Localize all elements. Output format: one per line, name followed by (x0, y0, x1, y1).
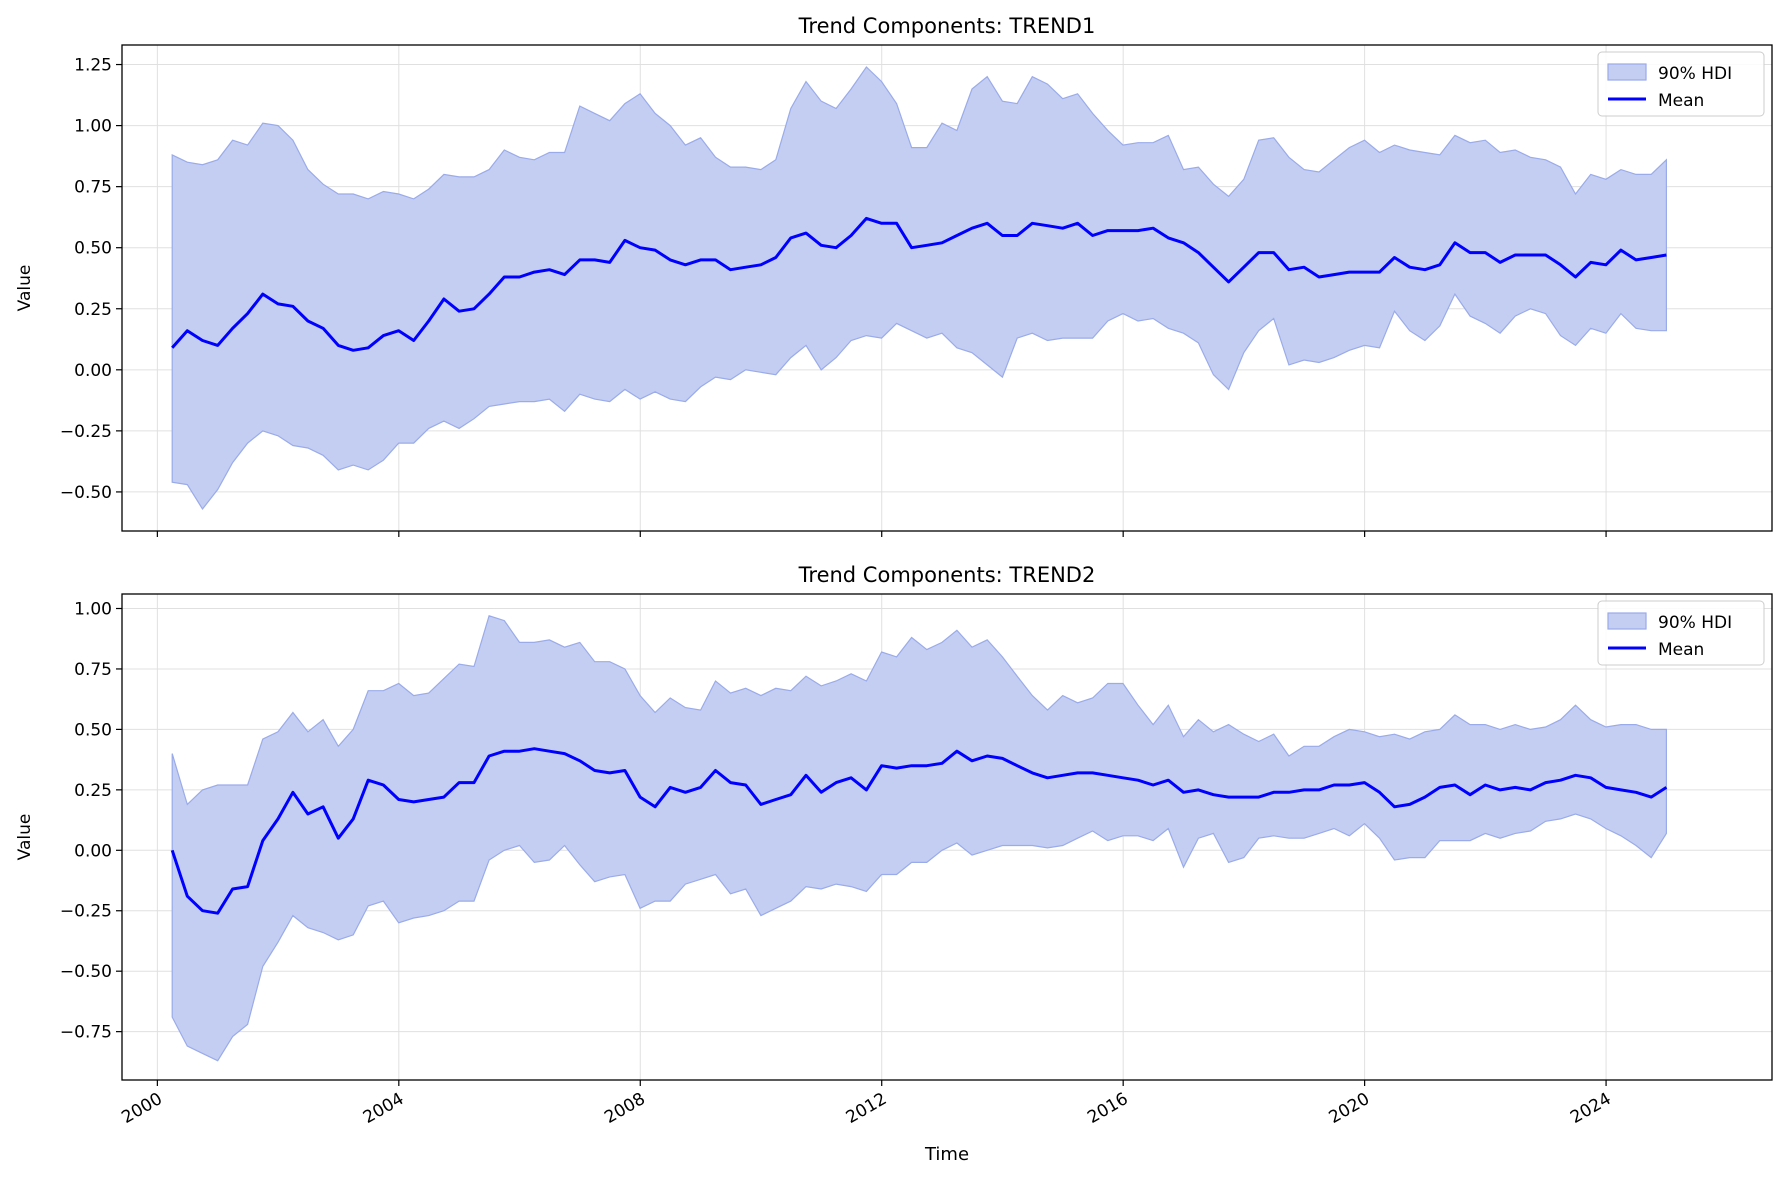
y-tick-label: 0.75 (74, 660, 112, 680)
legend-label-mean: Mean (1658, 640, 1704, 660)
axes-frame (121, 593, 1773, 1081)
mean-line (170, 747, 1668, 915)
hdi-band (171, 66, 1667, 511)
legend-band-swatch (1607, 63, 1647, 81)
axes-frame (121, 44, 1773, 532)
y-tick-label: 0.50 (74, 239, 112, 259)
y-tick-label: 1.25 (74, 56, 112, 76)
y-tick-label: −0.25 (60, 902, 112, 922)
mean-line (171, 216, 1667, 352)
y-tick-label: 0.50 (74, 720, 112, 740)
y-axis: −0.75 −0.50 −0.25 0.00 0.25 0.50 0.75 1.00 (60, 600, 122, 1043)
x-tick-label: 2012 (843, 1089, 890, 1128)
legend-band-swatch (1607, 612, 1647, 630)
hdi-band (171, 615, 1667, 1062)
x-tick-label: 2016 (1084, 1089, 1131, 1128)
x-axis (156, 531, 1607, 537)
panel-trend1: −0.50 −0.25 0.00 0.25 0.50 0.75 1.00 1.25 Trend … (15, 14, 1773, 537)
y-axis-label: Value (15, 265, 35, 312)
y-tick-label: 1.00 (74, 600, 112, 620)
x-tick-label: 2004 (360, 1089, 407, 1128)
x-tick-label: 2020 (1326, 1089, 1373, 1128)
y-tick-label: −0.50 (60, 962, 112, 982)
legend-label-mean: Mean (1658, 91, 1704, 111)
y-axis-label: Value (15, 814, 35, 861)
legend: 90% HDI Mean (1597, 51, 1765, 117)
x-tick-label: 2000 (118, 1089, 165, 1128)
legend: 90% HDI Mean (1597, 600, 1765, 666)
y-axis: −0.50 −0.25 0.00 0.25 0.50 0.75 1.00 1.25 (60, 56, 122, 503)
y-tick-label: 0.25 (74, 300, 112, 320)
x-tick-label: 2008 (601, 1089, 648, 1128)
y-tick-label: 1.00 (74, 117, 112, 137)
y-tick-label: 0.25 (74, 781, 112, 801)
y-tick-label: 0.00 (74, 361, 112, 381)
y-tick-label: −0.75 (60, 1023, 112, 1043)
legend-label-hdi: 90% HDI (1658, 64, 1732, 84)
legend-label-hdi: 90% HDI (1658, 613, 1732, 633)
x-tick-label: 2024 (1567, 1089, 1614, 1128)
chart-title: Trend Components: TREND2 (798, 563, 1096, 587)
x-axis-label: Time (924, 1144, 969, 1165)
chart-title: Trend Components: TREND1 (798, 14, 1096, 38)
x-axis: 2000 2004 2008 2012 2016 2020 2024 (118, 1080, 1615, 1128)
y-tick-label: −0.50 (60, 483, 112, 503)
y-tick-label: 0.00 (74, 841, 112, 861)
y-tick-label: 0.75 (74, 178, 112, 198)
y-tick-label: −0.25 (60, 422, 112, 442)
